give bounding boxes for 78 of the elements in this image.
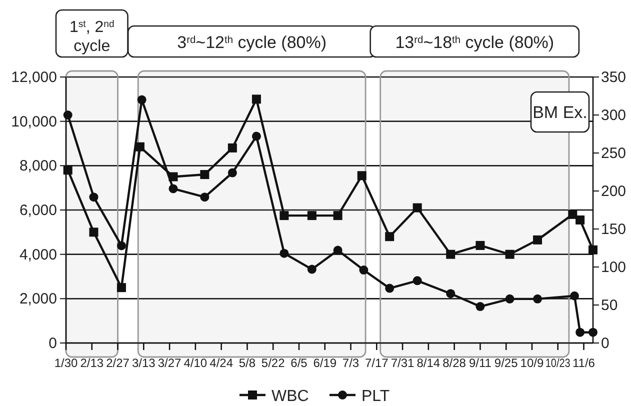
point: [412, 276, 422, 286]
x-tick-label: 11/6: [572, 356, 596, 370]
point: [446, 250, 456, 259]
y2-tick-label: 100: [601, 259, 626, 276]
point: [333, 246, 342, 255]
point: [307, 211, 316, 220]
band-label: 3$^{rd}$~12$^{th}$ cycle (80%): [177, 33, 327, 52]
y2-tick-label: 150: [601, 221, 626, 238]
y-tick-label: 12,000: [11, 69, 57, 86]
point: [476, 302, 485, 312]
point: [588, 328, 598, 337]
point: [168, 184, 178, 194]
point: [359, 266, 368, 275]
point: [252, 94, 261, 104]
point: [228, 143, 237, 152]
point: [357, 171, 366, 180]
point: [200, 192, 210, 202]
x-tick-label: 3/13: [132, 356, 156, 370]
x-tick-label: 7/3: [342, 356, 360, 370]
point: [307, 264, 316, 274]
point: [476, 240, 485, 250]
x-tick-label: 6/19: [313, 356, 337, 370]
point: [568, 210, 578, 219]
x-tick-label: 6/5: [290, 356, 308, 370]
y2-tick-label: 50: [601, 297, 618, 314]
point: [333, 211, 342, 220]
x-tick-label: 8/14: [416, 356, 440, 370]
y2-tick-label: 200: [601, 183, 626, 200]
point: [135, 142, 144, 152]
x-tick-label: 1/30: [54, 356, 78, 370]
point: [385, 284, 394, 293]
point: [533, 294, 542, 304]
point: [588, 245, 598, 254]
x-tick-label: 2/13: [80, 356, 104, 370]
y-tick-label: 6,000: [19, 202, 57, 219]
point: [505, 294, 514, 304]
point: [505, 250, 514, 259]
point: [116, 283, 126, 292]
x-tick-label: 2/27: [106, 356, 130, 370]
y2-tick-label: 300: [601, 107, 626, 124]
point: [385, 232, 394, 242]
y-tick-label: 8,000: [19, 158, 57, 175]
x-tick-label: 3/27: [158, 356, 182, 370]
point: [570, 291, 580, 300]
y-tick-label: 10,000: [11, 113, 57, 130]
x-tick-label: 10/9: [520, 356, 544, 370]
band-label: 13$^{rd}$~18$^{th}$ cycle (80%): [395, 33, 554, 52]
point: [252, 132, 261, 141]
y2-tick-label: 350: [601, 69, 626, 86]
point: [446, 289, 456, 298]
x-tick-label: 8/28: [442, 356, 466, 370]
x-tick-label: 9/25: [494, 356, 518, 370]
point: [280, 211, 289, 220]
x-tick-label: 7/17: [364, 356, 389, 370]
point: [228, 168, 237, 178]
point: [576, 328, 585, 337]
point: [280, 248, 289, 258]
y2-tick-label: 250: [601, 145, 626, 162]
point: [412, 203, 422, 212]
x-tick-label: 4/24: [210, 356, 234, 370]
legend-label: WBC: [272, 388, 309, 405]
y-tick-label: 2,000: [19, 290, 57, 308]
annotation: BM Ex.: [532, 103, 588, 122]
x-tick-label: 5/8: [238, 356, 256, 370]
point: [116, 241, 126, 250]
point: [533, 235, 542, 244]
x-tick-label: 7/31: [390, 356, 415, 370]
x-tick-label: 9/11: [468, 356, 492, 370]
x-tick-label: 5/22: [261, 356, 286, 370]
legend-label: PLT: [362, 388, 390, 405]
y-tick-label: 4,000: [19, 246, 57, 264]
y2-tick-label: 0: [601, 335, 610, 352]
band-label: 1$^{st}$, 2$^{nd}$ cycle: [69, 18, 114, 55]
point: [137, 95, 146, 104]
point: [576, 215, 585, 224]
y-tick-label: 0: [48, 335, 57, 352]
point: [200, 170, 210, 180]
x-tick-label: 4/10: [184, 356, 208, 370]
